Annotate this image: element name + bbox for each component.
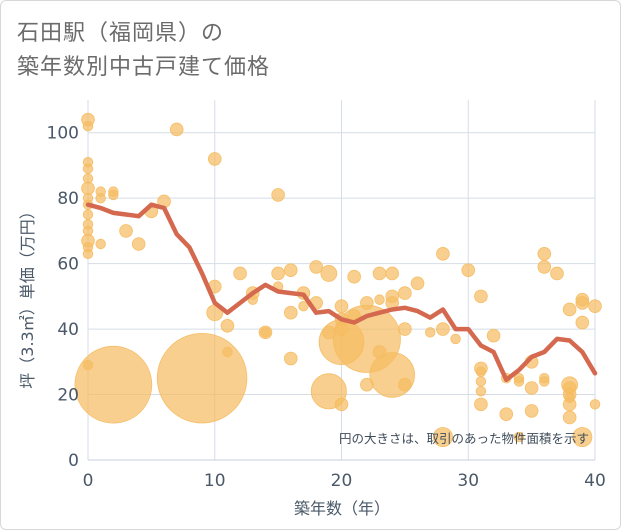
- data-point: [108, 189, 119, 201]
- tick-labels: 0 10 20 30 40 0 20 40 60 80 100: [47, 124, 606, 491]
- data-point: [524, 381, 539, 395]
- data-point: [334, 299, 349, 313]
- data-point: [82, 173, 94, 184]
- data-point: [588, 299, 602, 313]
- y-tick-label: 40: [57, 320, 79, 340]
- data-point: [222, 346, 233, 358]
- data-point: [474, 397, 488, 412]
- data-point: [461, 263, 476, 277]
- bubble-size-note: 円の大きさは、取引のあった物件面積を示す: [339, 431, 589, 446]
- y-tick-label: 100: [47, 124, 79, 144]
- data-point: [436, 247, 450, 261]
- data-point: [450, 333, 461, 345]
- y-tick-label: 60: [57, 255, 79, 275]
- data-point: [119, 224, 133, 238]
- data-point: [271, 188, 285, 202]
- data-point: [475, 386, 487, 397]
- data-point: [283, 351, 298, 366]
- x-tick-label: 30: [457, 471, 479, 491]
- data-point: [486, 328, 501, 343]
- trend-line-layer: [85, 202, 598, 383]
- data-point: [562, 302, 577, 317]
- data-point: [74, 345, 153, 424]
- y-tick-label: 20: [57, 386, 79, 406]
- data-point: [156, 332, 248, 424]
- data-point: [475, 366, 487, 377]
- data-point: [82, 359, 94, 371]
- data-point: [334, 397, 349, 412]
- data-point: [82, 248, 94, 260]
- chart-title-line-2: 築年数別中古戸建て価格: [17, 55, 271, 80]
- data-point: [575, 296, 590, 310]
- data-point: [298, 300, 309, 312]
- data-point: [82, 163, 94, 174]
- data-point: [425, 327, 436, 338]
- data-point: [207, 152, 222, 166]
- data-point: [562, 410, 577, 425]
- x-tick-label: 20: [331, 471, 353, 491]
- data-point: [372, 266, 387, 281]
- data-point: [131, 237, 146, 251]
- data-point: [385, 266, 400, 281]
- data-point: [537, 260, 552, 274]
- data-point: [82, 225, 94, 237]
- data-point: [475, 376, 487, 387]
- data-point: [309, 260, 323, 274]
- data-point: [589, 399, 601, 410]
- data-point: [410, 276, 425, 291]
- data-point: [271, 266, 285, 281]
- data-point: [169, 122, 184, 137]
- data-point: [95, 238, 106, 250]
- data-point: [95, 192, 106, 204]
- data-point: [537, 247, 552, 261]
- data-point: [374, 294, 385, 305]
- data-point: [320, 265, 338, 282]
- data-point: [322, 325, 336, 340]
- data-point: [550, 266, 564, 281]
- data-point: [572, 427, 593, 448]
- data-point: [575, 315, 590, 330]
- data-point: [499, 407, 514, 421]
- data-point: [513, 431, 525, 443]
- x-tick-label: 10: [204, 471, 226, 491]
- data-point: [283, 305, 298, 320]
- data-point: [524, 404, 539, 418]
- y-tick-label: 80: [57, 189, 79, 209]
- x-tick-label: 0: [83, 471, 94, 491]
- trend-line: [85, 202, 598, 383]
- data-point: [398, 377, 412, 392]
- data-point: [283, 263, 298, 277]
- data-point: [372, 345, 387, 359]
- x-tick-label: 40: [584, 471, 606, 491]
- data-point: [398, 286, 412, 300]
- data-point: [233, 266, 247, 281]
- data-point: [432, 427, 453, 448]
- data-point: [564, 392, 575, 404]
- data-point: [474, 289, 488, 304]
- data-point: [360, 377, 374, 392]
- data-point: [539, 376, 550, 387]
- data-point: [360, 296, 374, 310]
- y-tick-label: 0: [68, 451, 79, 471]
- data-point: [347, 269, 361, 284]
- data-point: [220, 319, 235, 333]
- data-point: [398, 322, 412, 336]
- data-point: [260, 327, 271, 338]
- data-point: [513, 376, 525, 387]
- data-point: [334, 322, 349, 336]
- data-point: [82, 120, 94, 132]
- y-axis-label: 坪（3.3㎡）単価（万円）: [18, 203, 37, 388]
- x-axis-label: 築年数（年）: [294, 499, 390, 518]
- bubble-series: [74, 112, 602, 448]
- chart-title-line-1: 石田駅（福岡県）の: [17, 21, 225, 46]
- data-point: [82, 209, 94, 220]
- chart-title: 石田駅（福岡県）の 築年数別中古戸建て価格: [17, 17, 270, 85]
- data-point: [81, 181, 95, 196]
- data-point: [436, 322, 450, 336]
